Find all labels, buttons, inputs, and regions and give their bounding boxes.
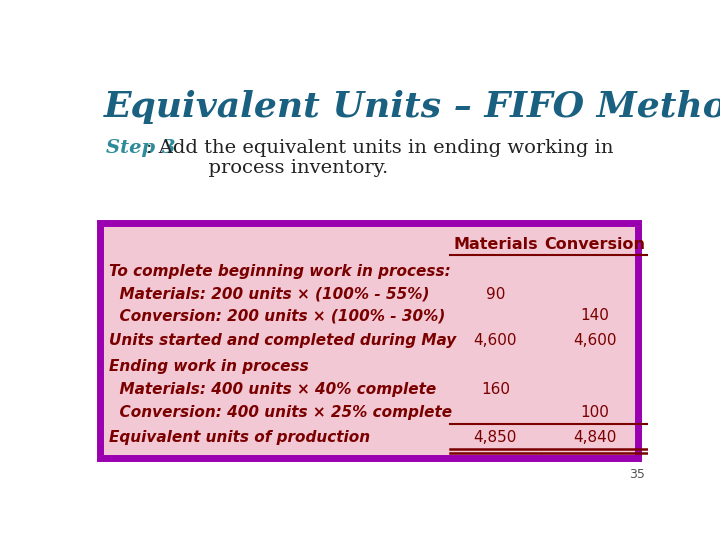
Text: Ending work in process: Ending work in process <box>109 359 309 374</box>
Text: process inventory.: process inventory. <box>145 159 388 177</box>
FancyBboxPatch shape <box>100 222 638 457</box>
Text: 4,600: 4,600 <box>474 333 517 348</box>
Text: 90: 90 <box>485 287 505 302</box>
Text: To complete beginning work in process:: To complete beginning work in process: <box>109 264 451 279</box>
Text: Equivalent Units – FIFO Method: Equivalent Units – FIFO Method <box>104 90 720 124</box>
Text: Conversion: 400 units × 25% complete: Conversion: 400 units × 25% complete <box>109 406 452 420</box>
Text: 100: 100 <box>580 406 609 420</box>
Text: 140: 140 <box>580 308 609 323</box>
Text: Materials: 200 units × (100% - 55%): Materials: 200 units × (100% - 55%) <box>109 287 430 302</box>
Text: 160: 160 <box>481 382 510 397</box>
Text: Materials: Materials <box>453 237 538 252</box>
Text: Conversion: 200 units × (100% - 30%): Conversion: 200 units × (100% - 30%) <box>109 308 446 323</box>
Text: 35: 35 <box>629 468 645 481</box>
Text: Step 3: Step 3 <box>106 139 175 157</box>
Text: : Add the equivalent units in ending working in: : Add the equivalent units in ending wor… <box>145 139 613 157</box>
Text: Materials: 400 units × 40% complete: Materials: 400 units × 40% complete <box>109 382 436 397</box>
Text: 4,840: 4,840 <box>573 430 616 445</box>
Text: Conversion: Conversion <box>544 237 645 252</box>
Text: Units started and completed during May: Units started and completed during May <box>109 333 456 348</box>
Text: Equivalent units of production: Equivalent units of production <box>109 430 371 445</box>
Text: 4,600: 4,600 <box>573 333 616 348</box>
Text: 4,850: 4,850 <box>474 430 517 445</box>
